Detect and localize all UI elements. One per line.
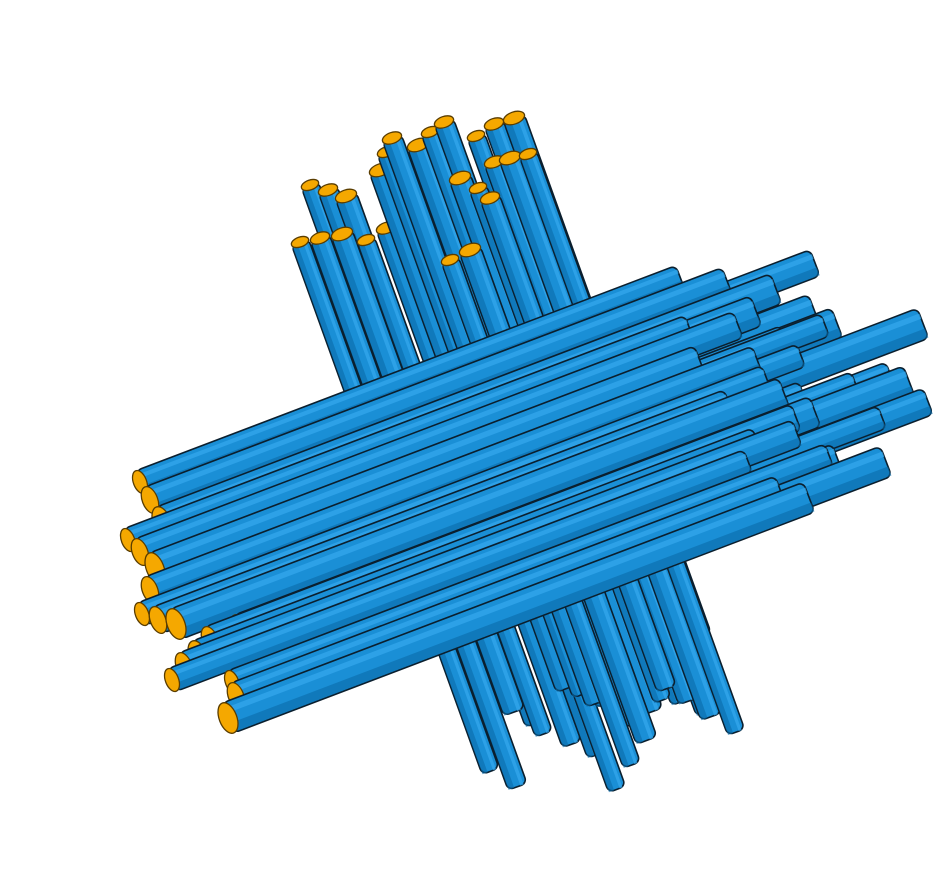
vertical-rod-7-end-cap <box>356 233 376 247</box>
vertical-rod-21-end-cap <box>502 110 526 126</box>
vertical-rod-1-end-cap <box>300 178 320 192</box>
vertical-rod-25-end-cap <box>518 147 538 161</box>
vertical-rod-4-end-cap <box>290 235 310 249</box>
vertical-rod-3-end-cap <box>334 188 358 204</box>
vertical-rod-27-end-cap <box>458 242 482 258</box>
vertical-rod-26-end-cap <box>479 191 501 205</box>
vertical-rod-19-end-cap <box>466 129 486 143</box>
horizontal-rod-14-end-cap <box>148 605 168 635</box>
horizontal-rod-15-end-cap <box>165 608 187 640</box>
horizontal-rod-bundle <box>119 250 933 734</box>
vertical-rod-17-end-cap <box>433 115 455 129</box>
vertical-rod-18-end-cap <box>448 170 472 186</box>
vertical-rod-22-end-cap <box>468 181 488 195</box>
vertical-rod-5-end-cap <box>309 231 331 245</box>
vertical-rod-14-end-cap <box>381 131 403 145</box>
horizontal-rod-24-end-cap <box>217 702 239 734</box>
horizontal-rod-13-end-cap <box>133 601 151 627</box>
horizontal-rod-19-end-cap <box>163 667 181 693</box>
vertical-rod-6-end-cap <box>330 226 354 242</box>
vertical-rod-28-end-cap <box>440 253 460 267</box>
vertical-rod-2-end-cap <box>317 183 339 197</box>
horizontal-rod-19 <box>163 450 753 693</box>
horizontal-rod-24 <box>217 483 815 734</box>
